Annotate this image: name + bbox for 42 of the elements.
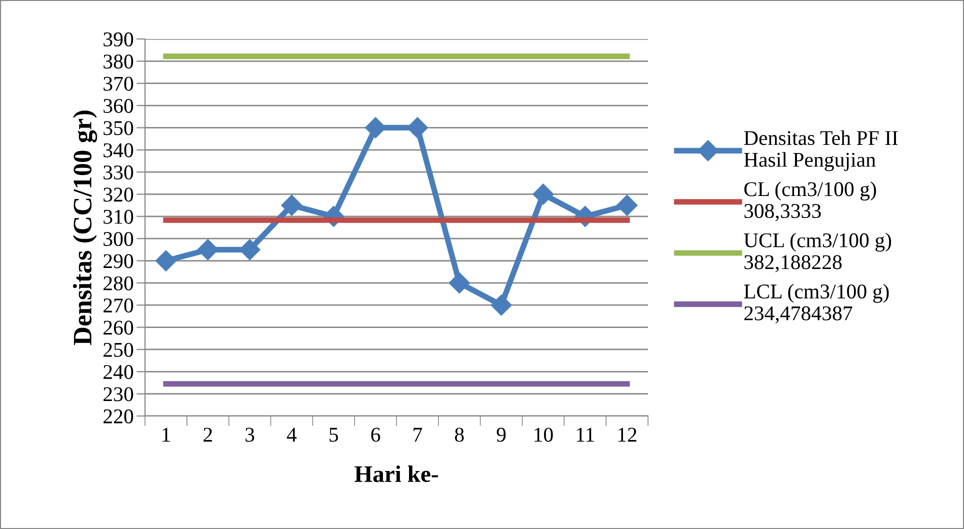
y-tick-label: 370 bbox=[104, 76, 134, 91]
y-tick-label: 290 bbox=[104, 254, 134, 268]
x-tick-label: 4 bbox=[286, 428, 297, 442]
x-tick-label: 8 bbox=[454, 428, 464, 442]
x-tick-label: 10 bbox=[534, 428, 553, 442]
point bbox=[532, 184, 554, 205]
point bbox=[155, 250, 176, 272]
y-tick-label: 300 bbox=[104, 232, 134, 246]
x-tick-label: 2 bbox=[204, 428, 212, 442]
legend-label: CL (cm3/100 g) 308,3333 bbox=[744, 182, 876, 222]
x-tick-label: 7 bbox=[414, 428, 422, 442]
point bbox=[281, 194, 302, 216]
y-tick-label: 310 bbox=[104, 210, 134, 224]
x-tick-label: 3 bbox=[246, 428, 254, 442]
x-tick-label: 1 bbox=[162, 428, 170, 442]
x-tick-label: 5 bbox=[330, 428, 338, 442]
y-tick-label: 260 bbox=[104, 320, 134, 335]
y-tick-label: 280 bbox=[104, 276, 134, 290]
y-axis-title: Densitas (CC/100 gr) bbox=[72, 110, 98, 346]
legend-label: LCL (cm3/100 g) 234,4784387 bbox=[744, 284, 889, 324]
x-tick-label: 11 bbox=[576, 428, 594, 442]
x-tick-label: 12 bbox=[618, 428, 636, 442]
y-tick-label: 220 bbox=[104, 409, 134, 424]
y-tick-label: 270 bbox=[104, 298, 134, 313]
legend-label: Densitas Teh PF II Hasil Pengujian bbox=[744, 130, 898, 172]
y-tick-label: 360 bbox=[104, 98, 134, 113]
y-tick-label: 240 bbox=[104, 365, 134, 380]
point bbox=[616, 194, 638, 216]
y-tick-label: 340 bbox=[104, 143, 134, 158]
x-tick-label: 6 bbox=[371, 428, 380, 442]
x-tick-label: 9 bbox=[496, 428, 506, 442]
y-tick-label: 380 bbox=[104, 54, 134, 69]
y-tick-label: 390 bbox=[104, 32, 134, 46]
x-axis-title: Hari ke- bbox=[354, 465, 438, 482]
y-tick-label: 350 bbox=[104, 121, 134, 136]
legend-label: UCL (cm3/100 g) 382,188228 bbox=[744, 232, 892, 272]
y-tick-label: 330 bbox=[104, 165, 134, 180]
y-tick-label: 250 bbox=[104, 342, 134, 357]
y-tick-label: 230 bbox=[104, 387, 134, 402]
point bbox=[490, 294, 512, 316]
y-tick-label: 320 bbox=[104, 188, 134, 202]
point bbox=[448, 272, 470, 294]
